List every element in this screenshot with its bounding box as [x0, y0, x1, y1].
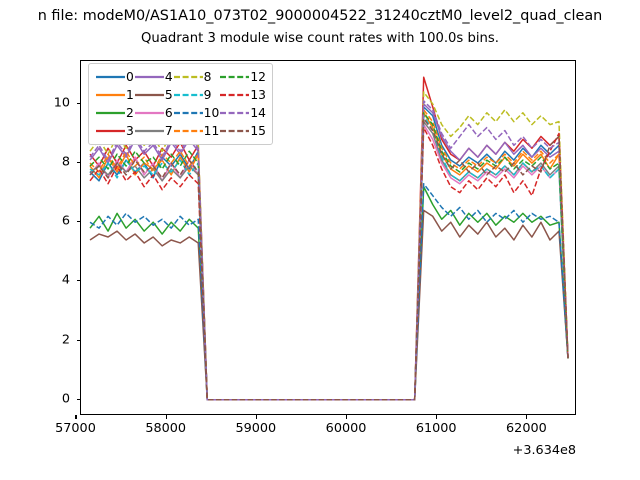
legend-label: 0: [126, 70, 134, 84]
legend-swatch-cell: [173, 68, 204, 86]
legend-swatch-cell: [219, 122, 250, 140]
legend-swatch-cell: [134, 86, 165, 104]
y-tick-label: 8: [61, 154, 70, 170]
x-tick-mark: [436, 415, 438, 419]
legend-line-swatch: [173, 75, 203, 79]
x-tick-label: 58000: [145, 421, 187, 436]
y-tick-mark: [76, 102, 80, 104]
y-tick-mark: [76, 339, 80, 341]
legend-label: 5: [164, 88, 173, 102]
legend-swatch-cell: [219, 86, 250, 104]
legend-swatch-cell: [95, 122, 126, 140]
legend-line-swatch: [173, 93, 203, 97]
series-line: [89, 209, 569, 401]
legend-line-swatch: [220, 93, 250, 97]
legend-line-swatch: [134, 93, 164, 97]
legend-swatch-cell: [95, 104, 126, 122]
legend-line-swatch: [220, 75, 250, 79]
legend-label: 8: [203, 70, 212, 84]
legend-row: 0 4 8 12: [95, 68, 266, 86]
x-tick-label: 61000: [415, 421, 457, 436]
legend-label: 7: [164, 124, 173, 138]
legend-line-swatch: [96, 93, 125, 97]
legend-label: 13: [250, 88, 266, 102]
legend-swatch-cell: [173, 104, 204, 122]
legend-label: 15: [250, 124, 266, 138]
x-tick-mark: [255, 415, 257, 419]
y-tick-label: 6: [61, 213, 70, 229]
y-tick-label: 4: [61, 272, 70, 288]
legend-label: 10: [203, 106, 220, 120]
legend-line-swatch: [96, 129, 125, 133]
legend-swatch-cell: [134, 104, 165, 122]
x-tick-label: 62000: [506, 421, 547, 436]
x-tick-label: 59000: [235, 421, 277, 436]
legend-label: 2: [126, 106, 134, 120]
legend-label: 4: [164, 70, 173, 84]
legend-swatch-cell: [219, 104, 250, 122]
legend-swatch-cell: [134, 68, 165, 86]
legend-swatch-cell: [95, 68, 126, 86]
legend-row: 3 7 11 15: [95, 122, 266, 140]
legend-line-swatch: [134, 75, 164, 79]
y-tick-mark: [76, 280, 80, 282]
y-tick-mark: [76, 162, 80, 164]
x-tick-mark: [75, 415, 77, 419]
legend-swatch-cell: [173, 86, 204, 104]
legend-line-swatch: [134, 111, 164, 115]
legend-line-swatch: [134, 129, 164, 133]
legend-label: 14: [250, 106, 266, 120]
y-tick-label: 2: [61, 332, 70, 348]
legend-line-swatch: [220, 129, 250, 133]
legend-swatch-cell: [173, 122, 204, 140]
x-tick-mark: [526, 415, 528, 419]
legend-swatch-cell: [134, 122, 165, 140]
x-tick-mark: [346, 415, 348, 419]
y-tick-mark: [76, 221, 80, 223]
y-tick-label: 10: [53, 95, 70, 111]
series-line: [89, 117, 569, 401]
legend-line-swatch: [96, 111, 125, 115]
legend-row: 1 5 9 13: [95, 86, 266, 104]
legend-line-swatch: [96, 75, 125, 79]
legend-line-swatch: [173, 129, 203, 133]
series-line: [89, 183, 569, 401]
legend-line-swatch: [220, 111, 250, 115]
x-tick-mark: [165, 415, 167, 419]
y-tick-label: 0: [61, 391, 70, 407]
legend: 0 4 8 12 1 5 9 13 2 6 10 14 3 7 11 15: [88, 63, 273, 145]
legend-label: 12: [250, 70, 266, 84]
x-axis-offset-text: +3.634e8: [512, 443, 576, 458]
x-tick-label: 57000: [55, 421, 96, 436]
x-tick-label: 60000: [325, 421, 367, 436]
legend-swatch-cell: [95, 86, 126, 104]
figure-suptitle: n file: modeM0/AS1A10_073T02_9000004522_…: [37, 8, 603, 24]
legend-label: 6: [164, 106, 173, 120]
legend-label: 9: [203, 88, 212, 102]
series-line: [89, 100, 569, 401]
legend-label: 11: [203, 124, 220, 138]
legend-line-swatch: [173, 111, 203, 115]
axes-title: Quadrant 3 module wise count rates with …: [141, 31, 499, 46]
legend-label: 1: [126, 88, 134, 102]
legend-label: 3: [126, 124, 134, 138]
legend-swatch-cell: [219, 68, 250, 86]
y-tick-mark: [76, 398, 80, 400]
legend-table: 0 4 8 12 1 5 9 13 2 6 10 14 3 7 11 15: [95, 68, 266, 140]
legend-row: 2 6 10 14: [95, 104, 266, 122]
